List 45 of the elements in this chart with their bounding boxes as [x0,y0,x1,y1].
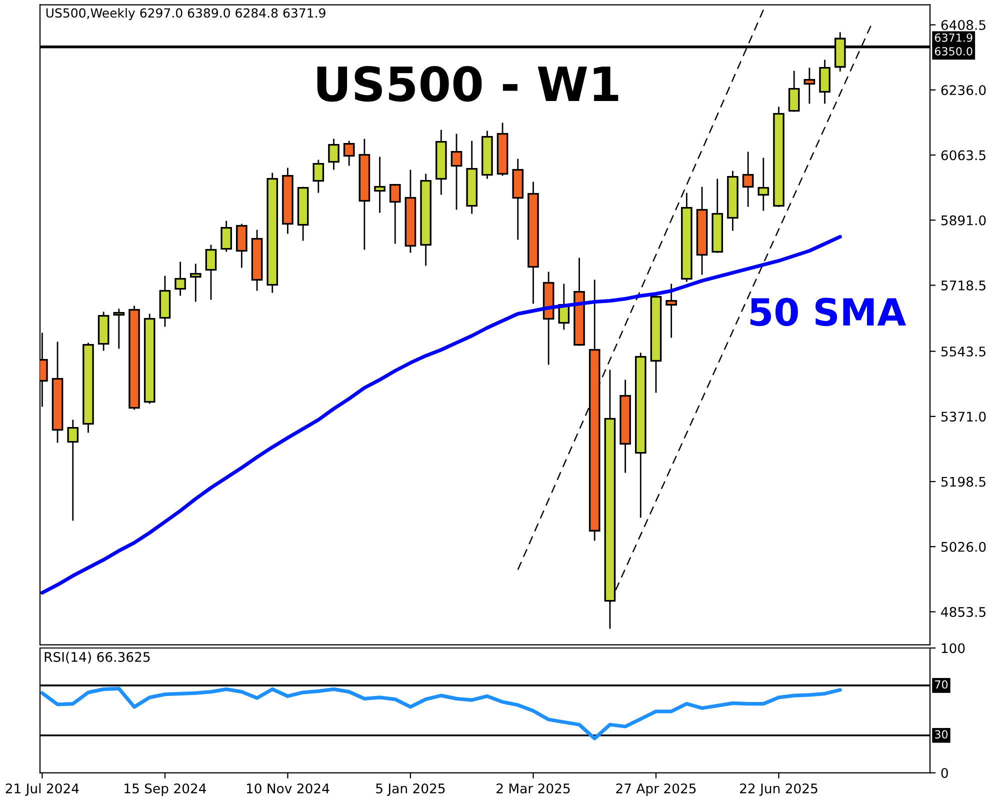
candlestick [67,419,79,522]
candlestick [174,261,186,296]
y-tick-label: 5371.0 [941,412,986,422]
text: 6371.9 [934,33,972,42]
y-tick-label: 5026.0 [941,542,986,552]
candlestick [312,159,324,194]
y-tick-label: 5891.0 [941,215,986,226]
x-tick-label: 2 Mar 2025 [496,783,570,794]
y-tick-label: 5718.5 [941,280,986,290]
candlestick [742,151,754,208]
chart-title: US500,Weekly 6297.0 6389.0 6284.8 6371.9 [46,8,326,20]
series-label: 50 SMA [750,298,906,326]
y-tick-label: 5198.5 [941,476,986,487]
ref-line-label: 30 [935,730,948,739]
annotation: US500 - W1 [317,66,618,102]
x-tick-label: 15 Sep 2024 [124,783,206,796]
y-tick-label: 0 [941,768,948,778]
y-tick-label: 4853.5 [941,606,986,617]
candlestick [328,138,340,170]
y-tick-label: 100 [942,643,965,654]
candlestick [113,308,125,350]
x-tick-label: 21 Jul 2024 [6,783,79,796]
x-tick-label: 22 Jun 2025 [740,783,818,796]
y-tick-label: 5543.5 [941,346,986,357]
candlestick [190,263,202,302]
y-tick-label: 6236.0 [941,85,986,96]
x-tick-label: 10 Nov 2024 [246,783,330,794]
y-tick-label: 6408.5 [941,20,986,30]
candlestick [389,183,401,245]
y-tick-label: 6063.5 [941,150,986,160]
candlestick [788,70,800,113]
candlestick [804,67,816,105]
ref-line-label: 6350.0 [934,47,972,56]
x-tick-label: 27 Apr 2025 [616,783,696,796]
x-tick-label: 5 Jan 2025 [376,783,445,796]
candlestick [220,220,232,253]
chart-title: RSI(14) 66.3625 [44,652,150,664]
candlestick [758,157,770,212]
candlestick [666,283,677,338]
candlestick [450,133,462,210]
ref-line-label: 70 [935,680,948,689]
candlestick [374,156,386,214]
candlestick [343,140,355,166]
line-series [40,686,842,740]
candlestick [205,244,217,300]
